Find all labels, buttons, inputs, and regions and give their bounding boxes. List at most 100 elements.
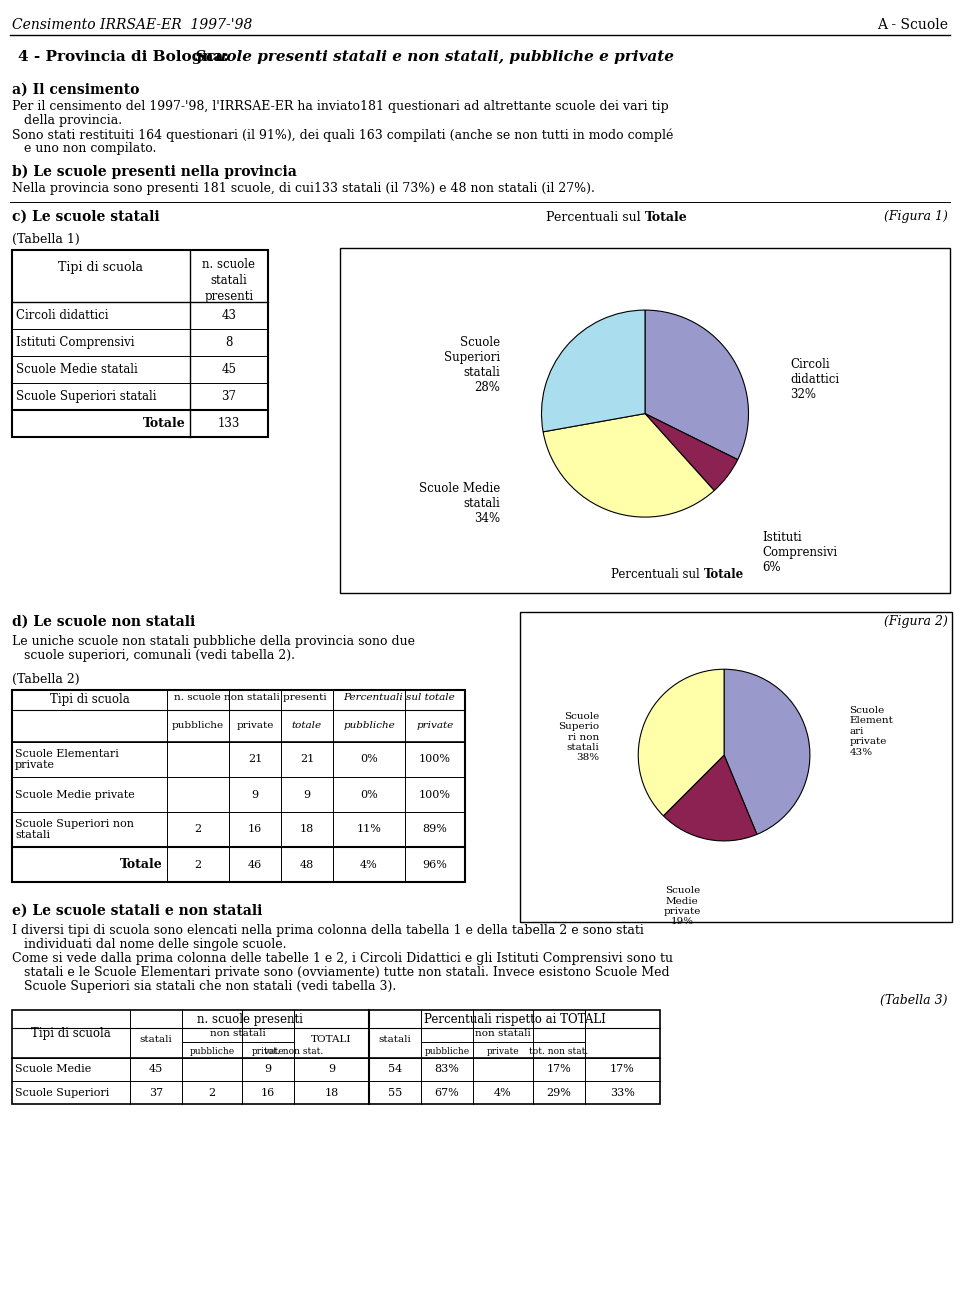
Text: totale: totale xyxy=(292,722,322,730)
Text: private: private xyxy=(417,722,454,730)
Text: 4%: 4% xyxy=(494,1087,512,1098)
Text: I diversi tipi di scuola sono elencati nella prima colonna della tabella 1 e del: I diversi tipi di scuola sono elencati n… xyxy=(12,924,644,937)
Text: 18: 18 xyxy=(300,825,314,835)
Text: Scuole Medie: Scuole Medie xyxy=(15,1065,91,1074)
Text: Scuole Superiori statali: Scuole Superiori statali xyxy=(16,390,156,403)
Text: 37: 37 xyxy=(149,1087,163,1098)
Bar xyxy=(12,1010,660,1104)
Text: 9: 9 xyxy=(264,1065,272,1074)
Text: Come si vede dalla prima colonna delle tabelle 1 e 2, i Circoli Didattici e gli : Come si vede dalla prima colonna delle t… xyxy=(12,952,673,965)
Bar xyxy=(12,691,465,882)
Bar xyxy=(340,248,950,593)
Text: 55: 55 xyxy=(388,1087,402,1098)
Text: Per il censimento del 1997-'98, l'IRRSAE-ER ha inviato181 questionari ad altrett: Per il censimento del 1997-'98, l'IRRSAE… xyxy=(12,100,669,113)
Text: 21: 21 xyxy=(300,755,314,764)
Text: 9: 9 xyxy=(252,789,258,800)
Text: Scuole
Element
ari
private
43%: Scuole Element ari private 43% xyxy=(850,706,893,756)
Text: 100%: 100% xyxy=(419,755,451,764)
Text: statali: statali xyxy=(139,1036,173,1045)
Text: 33%: 33% xyxy=(610,1087,635,1098)
Text: Istituti Comprensivi: Istituti Comprensivi xyxy=(16,336,134,349)
Text: Scuole Medie statali: Scuole Medie statali xyxy=(16,362,137,376)
Text: Tipi di scuola: Tipi di scuola xyxy=(50,693,130,706)
Text: Scuole
Superiori
statali
28%: Scuole Superiori statali 28% xyxy=(444,336,500,394)
Text: c) Le scuole statali: c) Le scuole statali xyxy=(12,210,159,225)
Wedge shape xyxy=(724,670,810,834)
Text: 67%: 67% xyxy=(435,1087,460,1098)
Text: Totale: Totale xyxy=(120,857,163,871)
Text: 2: 2 xyxy=(195,825,202,835)
Bar xyxy=(12,249,268,437)
Text: 89%: 89% xyxy=(422,825,447,835)
Text: pubbliche: pubbliche xyxy=(424,1048,469,1057)
Text: 9: 9 xyxy=(328,1065,335,1074)
Text: non statali: non statali xyxy=(475,1029,531,1039)
Text: Istituti
Comprensivi
6%: Istituti Comprensivi 6% xyxy=(762,530,837,574)
Text: (Figura 2): (Figura 2) xyxy=(884,614,948,628)
Text: d) Le scuole non statali: d) Le scuole non statali xyxy=(12,614,195,629)
Text: (Figura 1): (Figura 1) xyxy=(884,210,948,223)
Text: statali: statali xyxy=(378,1036,412,1045)
Text: tot. non stat.: tot. non stat. xyxy=(264,1048,324,1057)
Text: della provincia.: della provincia. xyxy=(12,114,122,127)
Text: 17%: 17% xyxy=(611,1065,635,1074)
Text: Percentuali sul: Percentuali sul xyxy=(546,211,645,223)
Text: pubbliche: pubbliche xyxy=(189,1048,234,1057)
Text: Scuole Medie
statali
34%: Scuole Medie statali 34% xyxy=(419,482,500,525)
Text: 21: 21 xyxy=(248,755,262,764)
Wedge shape xyxy=(541,310,645,432)
Text: scuole superiori, comunali (vedi tabella 2).: scuole superiori, comunali (vedi tabella… xyxy=(12,649,295,662)
Text: pubbliche: pubbliche xyxy=(343,722,395,730)
Wedge shape xyxy=(638,670,724,815)
Text: TOTALI: TOTALI xyxy=(311,1036,351,1045)
Text: 83%: 83% xyxy=(435,1065,460,1074)
Wedge shape xyxy=(663,755,756,840)
Text: Circoli
didattici
32%: Circoli didattici 32% xyxy=(790,357,839,400)
Text: 133: 133 xyxy=(218,418,240,429)
Text: Scuole Superiori non
statali: Scuole Superiori non statali xyxy=(15,819,134,840)
Text: 29%: 29% xyxy=(546,1087,571,1098)
Text: 0%: 0% xyxy=(360,755,378,764)
Text: Scuole
Medie
private
19%: Scuole Medie private 19% xyxy=(663,886,701,927)
Text: Scuole Elementari
private: Scuole Elementari private xyxy=(15,748,119,771)
Text: 100%: 100% xyxy=(419,789,451,800)
Text: private: private xyxy=(252,1048,284,1057)
Text: 16: 16 xyxy=(261,1087,276,1098)
Text: 46: 46 xyxy=(248,860,262,869)
Text: 0%: 0% xyxy=(360,789,378,800)
Text: Scuole Superiori sia statali che non statali (vedi tabella 3).: Scuole Superiori sia statali che non sta… xyxy=(12,979,396,993)
Text: Scuole
Superio
ri non
statali
38%: Scuole Superio ri non statali 38% xyxy=(558,712,599,763)
Text: n. scuole
statali
presenti: n. scuole statali presenti xyxy=(203,257,255,303)
Text: statali e le Scuole Elementari private sono (ovviamente) tutte non statali. Inve: statali e le Scuole Elementari private s… xyxy=(12,966,670,979)
Text: (Tabella 2): (Tabella 2) xyxy=(12,674,80,685)
Text: n. scuole presenti: n. scuole presenti xyxy=(197,1012,302,1025)
Text: Scuole Superiori: Scuole Superiori xyxy=(15,1087,109,1098)
Text: 45: 45 xyxy=(222,362,236,376)
Text: e uno non compilato.: e uno non compilato. xyxy=(12,142,156,155)
Text: Le uniche scuole non statali pubbliche della provincia sono due: Le uniche scuole non statali pubbliche d… xyxy=(12,635,415,649)
Text: 2: 2 xyxy=(208,1087,216,1098)
Text: 17%: 17% xyxy=(546,1065,571,1074)
Text: 2: 2 xyxy=(195,860,202,869)
Text: Circoli didattici: Circoli didattici xyxy=(16,309,108,322)
Text: Percentuali sul totale: Percentuali sul totale xyxy=(343,693,455,702)
Text: individuati dal nome delle singole scuole.: individuati dal nome delle singole scuol… xyxy=(12,937,286,951)
Text: Totale: Totale xyxy=(143,418,186,429)
Text: 11%: 11% xyxy=(356,825,381,835)
Text: a) Il censimento: a) Il censimento xyxy=(12,83,139,97)
Text: 37: 37 xyxy=(222,390,236,403)
Text: Percentuali rispetto ai TOTALI: Percentuali rispetto ai TOTALI xyxy=(423,1012,606,1025)
Wedge shape xyxy=(645,414,737,491)
Text: 96%: 96% xyxy=(422,860,447,869)
Text: 9: 9 xyxy=(303,789,311,800)
Text: private: private xyxy=(236,722,274,730)
Text: Totale: Totale xyxy=(645,211,687,223)
Text: Scuole presenti statali e non statali, pubbliche e private: Scuole presenti statali e non statali, p… xyxy=(195,50,674,64)
Text: 8: 8 xyxy=(226,336,232,349)
Text: 4%: 4% xyxy=(360,860,378,869)
Text: Tipi di scuola: Tipi di scuola xyxy=(59,261,143,274)
Text: pubbliche: pubbliche xyxy=(172,722,224,730)
Text: 16: 16 xyxy=(248,825,262,835)
Text: Censimento IRRSAE-ER  1997-'98: Censimento IRRSAE-ER 1997-'98 xyxy=(12,18,252,32)
Text: Totale: Totale xyxy=(704,569,744,580)
